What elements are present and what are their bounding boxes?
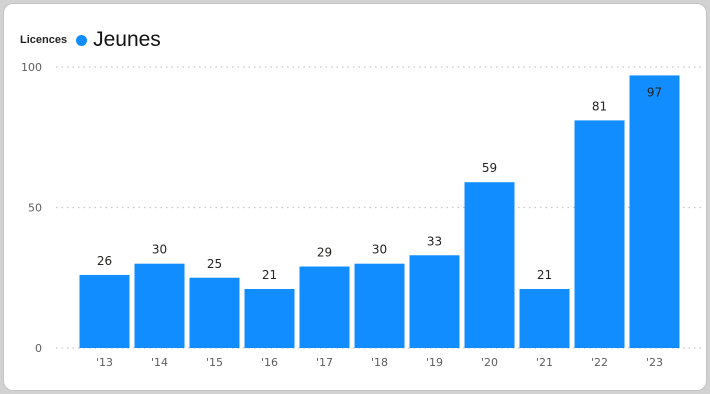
legend-marker	[76, 34, 88, 46]
bar[interactable]	[629, 75, 680, 349]
x-tick-label: '18	[371, 356, 388, 369]
data-label: 26	[97, 254, 112, 268]
bar[interactable]	[409, 255, 460, 348]
data-label: 25	[207, 257, 222, 271]
y-tick-label: 0	[35, 342, 42, 355]
chart-card: Licences Jeunes 0 50 100 26 '13 30 '14 25 '15 21 '…	[3, 3, 707, 391]
legend-title: Licences	[20, 34, 68, 46]
data-label: 30	[372, 243, 387, 257]
x-tick-label: '19	[426, 356, 443, 369]
legend-entry-label: Jeunes	[93, 28, 161, 51]
legend: Licences Jeunes	[20, 28, 161, 52]
data-label: 81	[592, 99, 607, 113]
data-label: 97	[647, 85, 662, 99]
x-tick-label: '15	[206, 356, 223, 369]
x-tick-label: '20	[481, 356, 498, 369]
data-label: 59	[482, 161, 497, 175]
bar[interactable]	[244, 288, 295, 348]
y-tick-label: 50	[28, 202, 42, 215]
bar[interactable]	[134, 263, 185, 348]
data-label: 29	[317, 246, 332, 260]
bar[interactable]	[519, 288, 570, 348]
bar[interactable]	[79, 274, 130, 348]
bar[interactable]	[574, 120, 625, 348]
data-label: 21	[262, 268, 277, 282]
bar[interactable]	[354, 263, 405, 348]
x-tick-label: '21	[536, 356, 553, 369]
data-label: 21	[537, 268, 552, 282]
bar[interactable]	[299, 266, 350, 348]
bar-chart: 0 50 100 26 '13 30 '14 25 '15 21 '16 29 '17 30 '18 33 '1…	[21, 61, 704, 369]
x-tick-label: '16	[261, 356, 278, 369]
x-tick-label: '13	[96, 356, 113, 369]
data-label: 30	[152, 243, 167, 257]
data-label: 33	[427, 234, 442, 248]
y-tick-label: 100	[21, 61, 42, 74]
x-tick-label: '23	[646, 356, 663, 369]
x-tick-label: '22	[591, 356, 608, 369]
x-tick-label: '14	[151, 356, 168, 369]
bar[interactable]	[464, 182, 515, 348]
bar[interactable]	[189, 277, 240, 348]
x-tick-label: '17	[316, 356, 333, 369]
